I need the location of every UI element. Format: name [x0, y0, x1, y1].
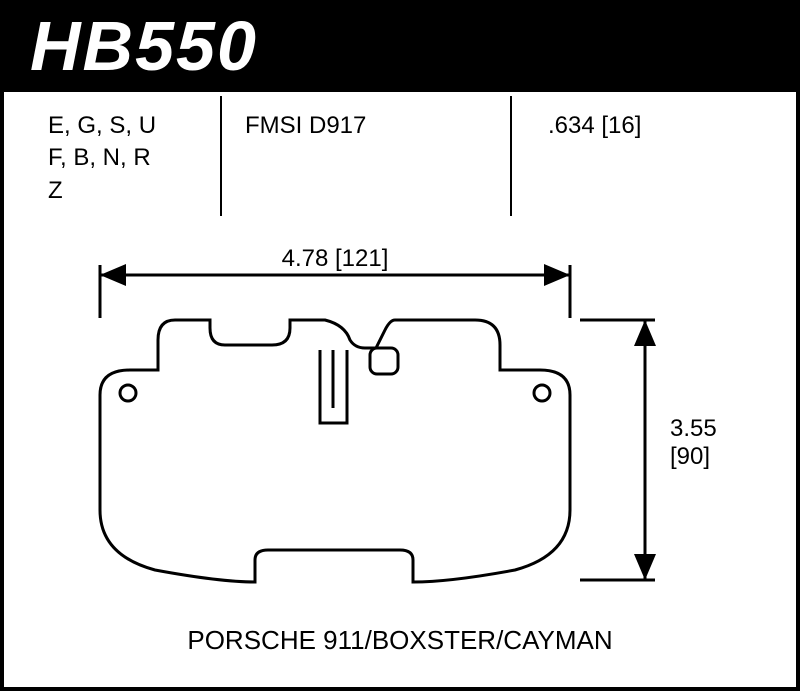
- compound-codes: E, G, S, U F, B, N, R Z: [48, 110, 156, 207]
- width-dimension-label: 4.78 [121]: [260, 245, 410, 273]
- fmsi-code: FMSI D917: [245, 110, 366, 142]
- part-number-title: HB550: [30, 6, 258, 86]
- height-dimension-inches: 3.55: [670, 415, 750, 443]
- vehicle-application-label: PORSCHE 911/BOXSTER/CAYMAN: [0, 625, 800, 656]
- thickness-value: .634 [16]: [548, 110, 641, 142]
- compound-line-2: F, B, N, R: [48, 142, 156, 174]
- compound-line-3: Z: [48, 175, 156, 207]
- outer-frame: [0, 0, 800, 691]
- height-dimension-mm: [90]: [670, 443, 750, 471]
- info-divider-1: [220, 96, 222, 216]
- height-dimension-label: 3.55 [90]: [670, 415, 750, 471]
- info-divider-2: [510, 96, 512, 216]
- compound-line-1: E, G, S, U: [48, 110, 156, 142]
